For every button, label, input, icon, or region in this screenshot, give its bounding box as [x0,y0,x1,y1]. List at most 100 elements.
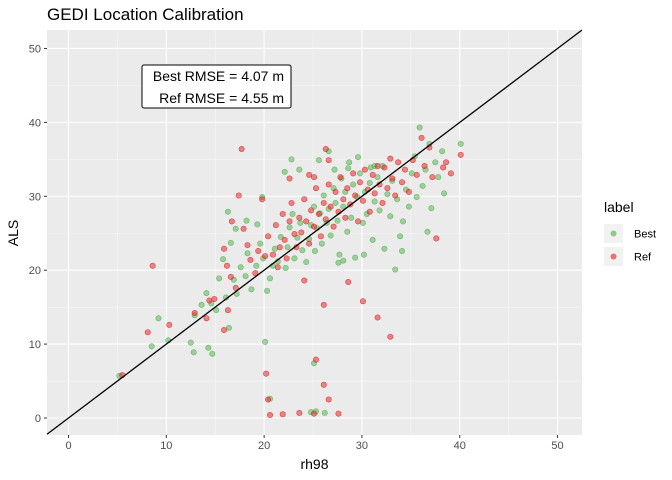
point-ref [281,236,288,243]
point-ref [361,166,368,173]
point-ref [279,411,286,418]
point-best [315,157,322,164]
point-best [148,343,155,350]
reference-line-group [46,29,583,435]
point-ref [317,233,324,240]
legend: label Best Ref [604,199,656,266]
point-best [227,239,234,246]
point-ref [203,315,210,322]
point-best [291,255,298,262]
point-ref [149,262,156,269]
point-best [286,224,293,231]
point-ref [399,179,406,186]
point-ref [306,171,313,178]
point-ref [224,307,231,314]
point-ref [166,321,173,328]
point-best [209,350,216,357]
point-ref [413,171,420,178]
point-ref [332,188,339,195]
point-best [428,205,435,212]
point-ref [374,162,381,169]
point-best [243,217,250,224]
point-best [424,228,431,235]
point-ref [288,199,295,206]
point-best [400,218,407,225]
point-best [381,245,388,252]
point-ref [356,179,363,186]
point-best [224,208,231,215]
x-tick-label: 30 [356,440,368,452]
point-best [360,251,367,258]
point-ref [355,218,362,225]
x-tick-label: 50 [551,440,563,452]
point-ref [291,230,298,237]
point-ref [315,211,322,218]
point-best [399,247,406,254]
point-ref [274,264,281,271]
point-best [432,159,439,166]
point-best [331,166,338,173]
point-ref [235,192,242,199]
y-axis-ticks: 0 10 20 30 40 50 [29,43,47,425]
point-ref [379,199,386,206]
point-ref [312,185,319,192]
point-ref [263,370,270,377]
point-best [299,247,306,254]
point-best [289,211,296,218]
point-ref [247,256,254,263]
point-ref [266,412,273,419]
point-best [392,266,399,273]
point-ref [387,155,394,162]
point-ref [322,216,329,223]
annotation-best-rmse: Best RMSE = 4.07 m [153,68,284,84]
point-ref [325,157,332,164]
point-ref [221,327,228,334]
point-ref [221,245,228,252]
point-ref [320,301,327,308]
point-ref [272,222,279,229]
point-ref [384,185,391,192]
point-ref [269,251,276,258]
identity-line [46,29,583,435]
point-ref [447,170,454,177]
point-best [340,257,347,264]
point-ref [301,277,308,284]
legend-marker-best [610,230,617,237]
point-best [254,221,261,228]
point-best [253,262,260,269]
point-ref [211,296,218,303]
point-ref [276,244,283,251]
point-ref [232,284,239,291]
point-ref [359,298,366,305]
point-best [366,179,373,186]
point-ref [352,192,359,199]
point-best [225,324,232,331]
point-best [376,207,383,214]
major-gridlines [47,30,582,435]
point-ref [286,175,293,182]
point-ref [240,225,247,232]
point-ref [457,151,464,158]
point-best [281,168,288,175]
point-ref [359,197,366,204]
point-best [266,275,273,282]
point-best [334,217,341,224]
y-tick-label: 50 [29,43,41,55]
point-ref [262,253,269,260]
point-best [335,259,342,266]
point-ref [227,273,234,280]
x-tick-label: 20 [258,440,270,452]
x-axis-ticks: 0 10 20 30 40 50 [65,435,564,452]
point-ref [335,410,342,417]
point-ref [366,208,373,215]
x-axis-title: rh98 [300,456,328,472]
point-ref [389,175,396,182]
legend-label-ref: Ref [634,252,652,264]
point-ref [286,218,293,225]
point-ref [322,145,329,152]
point-best [244,250,251,257]
point-best [419,182,426,189]
point-best [408,170,415,177]
x-tick-label: 10 [160,440,172,452]
point-best [257,240,264,247]
